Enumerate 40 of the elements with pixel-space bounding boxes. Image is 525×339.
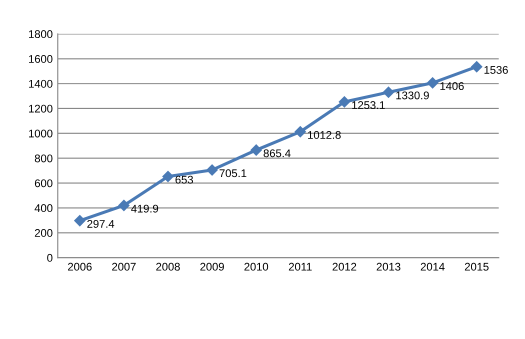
- data-label: 1012.8: [308, 131, 341, 139]
- data-label: 297.4: [87, 220, 114, 228]
- point: [382, 86, 394, 98]
- y-tick-label: 800: [34, 154, 52, 162]
- data-label: 653: [176, 176, 193, 184]
- y-tick-label: 1600: [29, 55, 52, 63]
- x-tick-label: 2008: [156, 262, 180, 271]
- x-tick-label: 2014: [420, 262, 445, 271]
- data-label: 419.9: [131, 204, 158, 213]
- point: [250, 144, 262, 156]
- y-tick-label: 1800: [29, 30, 52, 38]
- point: [426, 77, 438, 88]
- point: [206, 164, 218, 176]
- y-tick-label: 0: [47, 254, 52, 262]
- data-label: 865.4: [264, 149, 291, 158]
- data-label: 705.1: [220, 169, 246, 178]
- data-label: 1330.9: [396, 91, 429, 100]
- point: [471, 61, 482, 72]
- x-tick-label: 2006: [68, 262, 92, 271]
- point: [74, 215, 86, 226]
- y-tick-label: 1000: [29, 130, 52, 138]
- point: [338, 96, 350, 108]
- data-label: 1253.1: [352, 101, 385, 110]
- x-tick-label: 2011: [288, 262, 312, 271]
- x-tick-label: 2007: [112, 262, 136, 271]
- x-tick-label: 2012: [332, 262, 356, 271]
- x-tick-label: 2013: [376, 262, 400, 271]
- data-label: 1536: [484, 66, 508, 74]
- y-tick-label: 400: [34, 204, 52, 212]
- y-tick-label: 600: [34, 179, 52, 188]
- point: [118, 200, 130, 212]
- x-tick-label: 2009: [200, 262, 224, 271]
- y-tick-label: 1400: [29, 80, 52, 88]
- data-label: 1406: [440, 82, 464, 90]
- point: [162, 170, 174, 182]
- y-tick-label: 1200: [29, 104, 52, 113]
- x-tick-label: 2015: [464, 262, 489, 271]
- y-tick-label: 200: [34, 229, 52, 237]
- x-tick-label: 2010: [244, 262, 268, 271]
- point: [294, 126, 306, 138]
